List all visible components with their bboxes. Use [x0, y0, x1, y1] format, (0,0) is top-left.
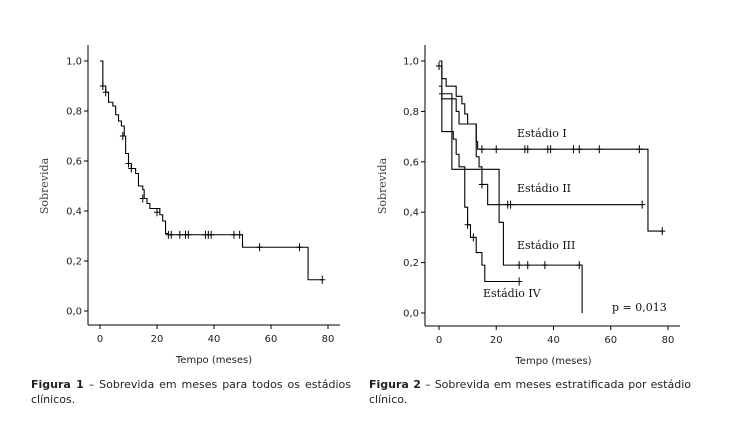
censor-mark — [507, 200, 514, 209]
censor-mark — [319, 275, 326, 284]
x-tick-label: 60 — [265, 334, 278, 345]
censor-mark — [524, 261, 531, 270]
censor-mark — [470, 233, 477, 242]
censor-mark — [570, 145, 577, 154]
censor-mark — [516, 277, 523, 286]
caption-label: Figura 1 — [31, 378, 84, 391]
series-label: Estádio I — [517, 127, 567, 140]
survival-curve-todos — [100, 60, 323, 281]
censor-mark — [230, 230, 237, 239]
x-tick-label: 60 — [604, 335, 617, 346]
censor-mark — [436, 62, 442, 71]
y-tick-label: 0,4 — [403, 208, 419, 219]
y-axis-label: Sobrevida — [38, 157, 51, 214]
series-label: Estádio IV — [483, 287, 542, 300]
censor-mark — [478, 145, 485, 154]
censor-mark — [493, 145, 500, 154]
censor-mark — [125, 159, 132, 168]
y-tick-label: 0,0 — [403, 309, 419, 320]
censor-mark — [576, 261, 583, 270]
x-tick-label: 80 — [322, 334, 335, 345]
caption-text: – Sobrevida em meses para todos os estád… — [31, 378, 351, 406]
censor-mark — [176, 230, 183, 239]
censor-mark — [168, 230, 175, 239]
censor-mark — [128, 164, 135, 173]
y-tick-label: 0,6 — [66, 157, 82, 168]
x-tick-label: 20 — [151, 334, 164, 345]
y-tick-label: 0,0 — [66, 307, 82, 318]
caption-label: Figura 2 — [369, 378, 421, 391]
x-tick-label: 0 — [97, 334, 103, 345]
censor-mark — [139, 194, 146, 203]
series-label: Estádio III — [517, 239, 575, 252]
y-tick-label: 0,4 — [66, 207, 82, 218]
chart-2: 0,0 0,2 0,4 0,6 0,8 1,0 0 20 40 60 80 Tempo (meses)… — [376, 45, 680, 367]
series-label: Estádio II — [517, 182, 571, 195]
censor-mark — [524, 145, 531, 154]
x-tick-label: 40 — [547, 335, 560, 346]
y-tick-label: 0,2 — [403, 258, 419, 269]
y-axis-label: Sobrevida — [376, 157, 389, 214]
censor-mark — [119, 132, 126, 140]
censor-mark — [236, 230, 243, 239]
censor-mark — [102, 88, 109, 97]
y-tick-label: 0,2 — [66, 257, 82, 268]
censor-mark — [154, 208, 160, 217]
y-tick-label: 1,0 — [403, 57, 419, 68]
censor-mark — [185, 230, 192, 239]
censor-mark — [99, 82, 106, 90]
x-axis-label: Tempo (meses) — [175, 355, 252, 366]
censor-mark — [547, 145, 554, 154]
chart-1: 0,0 0,2 0,4 0,6 0,8 1,0 0 20 40 60 80 Tempo (meses)… — [38, 45, 340, 366]
censor-mark — [636, 145, 643, 154]
x-tick-label: 20 — [490, 335, 503, 346]
survival-curve-estádio-i — [439, 60, 663, 232]
censor-mark — [659, 227, 666, 236]
censor-mark — [208, 230, 215, 239]
y-tick-label: 1,0 — [66, 57, 82, 68]
censor-mark — [516, 261, 523, 270]
censor-mark — [576, 145, 583, 154]
x-axis-label: Tempo (meses) — [514, 356, 591, 367]
caption-text: – Sobrevida em meses estratificada por e… — [369, 378, 691, 406]
caption-figure-1: Figura 1 – Sobrevida em meses para todos… — [31, 377, 351, 407]
censor-mark — [541, 261, 548, 270]
y-tick-label: 0,8 — [403, 107, 419, 118]
censor-mark — [464, 220, 471, 229]
y-tick-label: 0,8 — [66, 107, 82, 118]
x-tick-label: 80 — [662, 335, 675, 346]
y-tick-label: 0,6 — [403, 157, 419, 168]
p-value: p = 0,013 — [612, 301, 667, 314]
censor-mark — [596, 145, 603, 154]
x-tick-label: 40 — [208, 334, 221, 345]
caption-figure-2: Figura 2 – Sobrevida em meses estratific… — [369, 377, 691, 407]
censor-mark — [256, 243, 263, 252]
x-tick-label: 0 — [436, 335, 442, 346]
survival-curve-estádio-iv — [439, 85, 520, 283]
censor-mark — [296, 243, 303, 252]
censor-mark — [639, 200, 646, 209]
censor-mark — [478, 180, 485, 189]
